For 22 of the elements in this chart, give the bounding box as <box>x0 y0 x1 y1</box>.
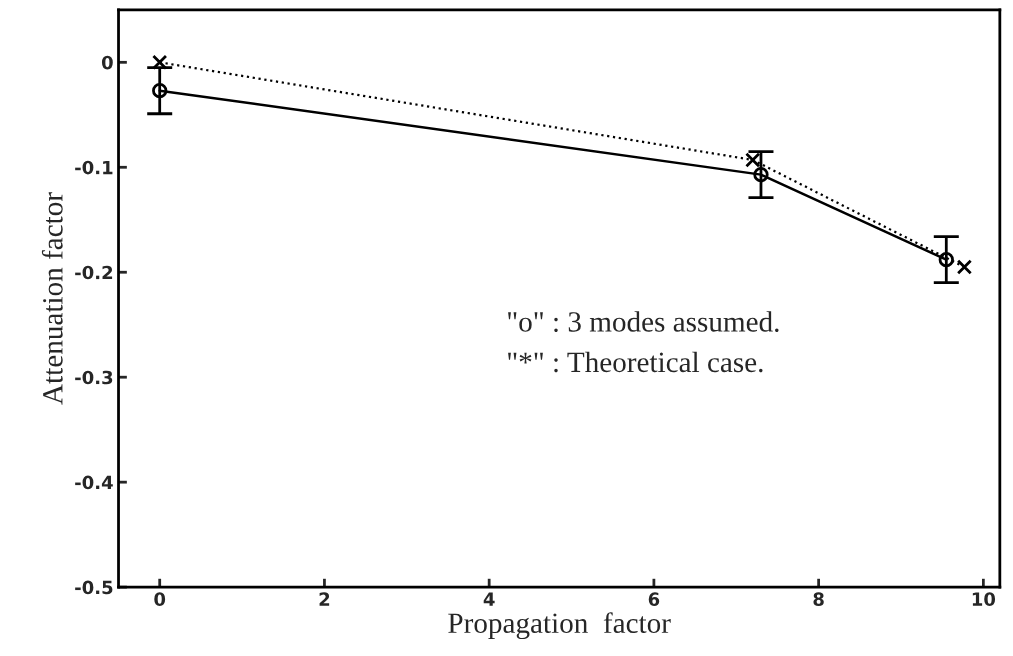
y-tick-label: -0.1 <box>75 160 113 175</box>
x-tick-label: 10 <box>972 592 996 606</box>
point <box>938 252 954 268</box>
point <box>152 83 168 99</box>
annotation: "*" : Theoretical case. <box>508 351 763 373</box>
annotation: "o" : 3 modes assumed. <box>508 311 779 332</box>
x-tick-label: 8 <box>813 592 824 606</box>
y-tick-label: -0.3 <box>75 370 113 385</box>
y-tick-label: 0 <box>101 55 113 70</box>
x-tick-label: 2 <box>319 592 330 606</box>
y-tick-label: -0.2 <box>75 265 113 280</box>
point <box>152 54 168 70</box>
x-axis-title: Propagation factor <box>448 612 671 640</box>
point <box>753 166 769 183</box>
x-tick-label: 4 <box>483 592 495 606</box>
y-tick-label: -0.4 <box>75 475 113 490</box>
y-tick-label: -0.5 <box>75 580 113 595</box>
point <box>745 152 761 168</box>
point <box>956 259 973 275</box>
y-axis-title: Attenuation factor <box>41 192 63 405</box>
x-tick-label: 0 <box>154 592 166 606</box>
x-tick-label: 6 <box>648 592 660 606</box>
